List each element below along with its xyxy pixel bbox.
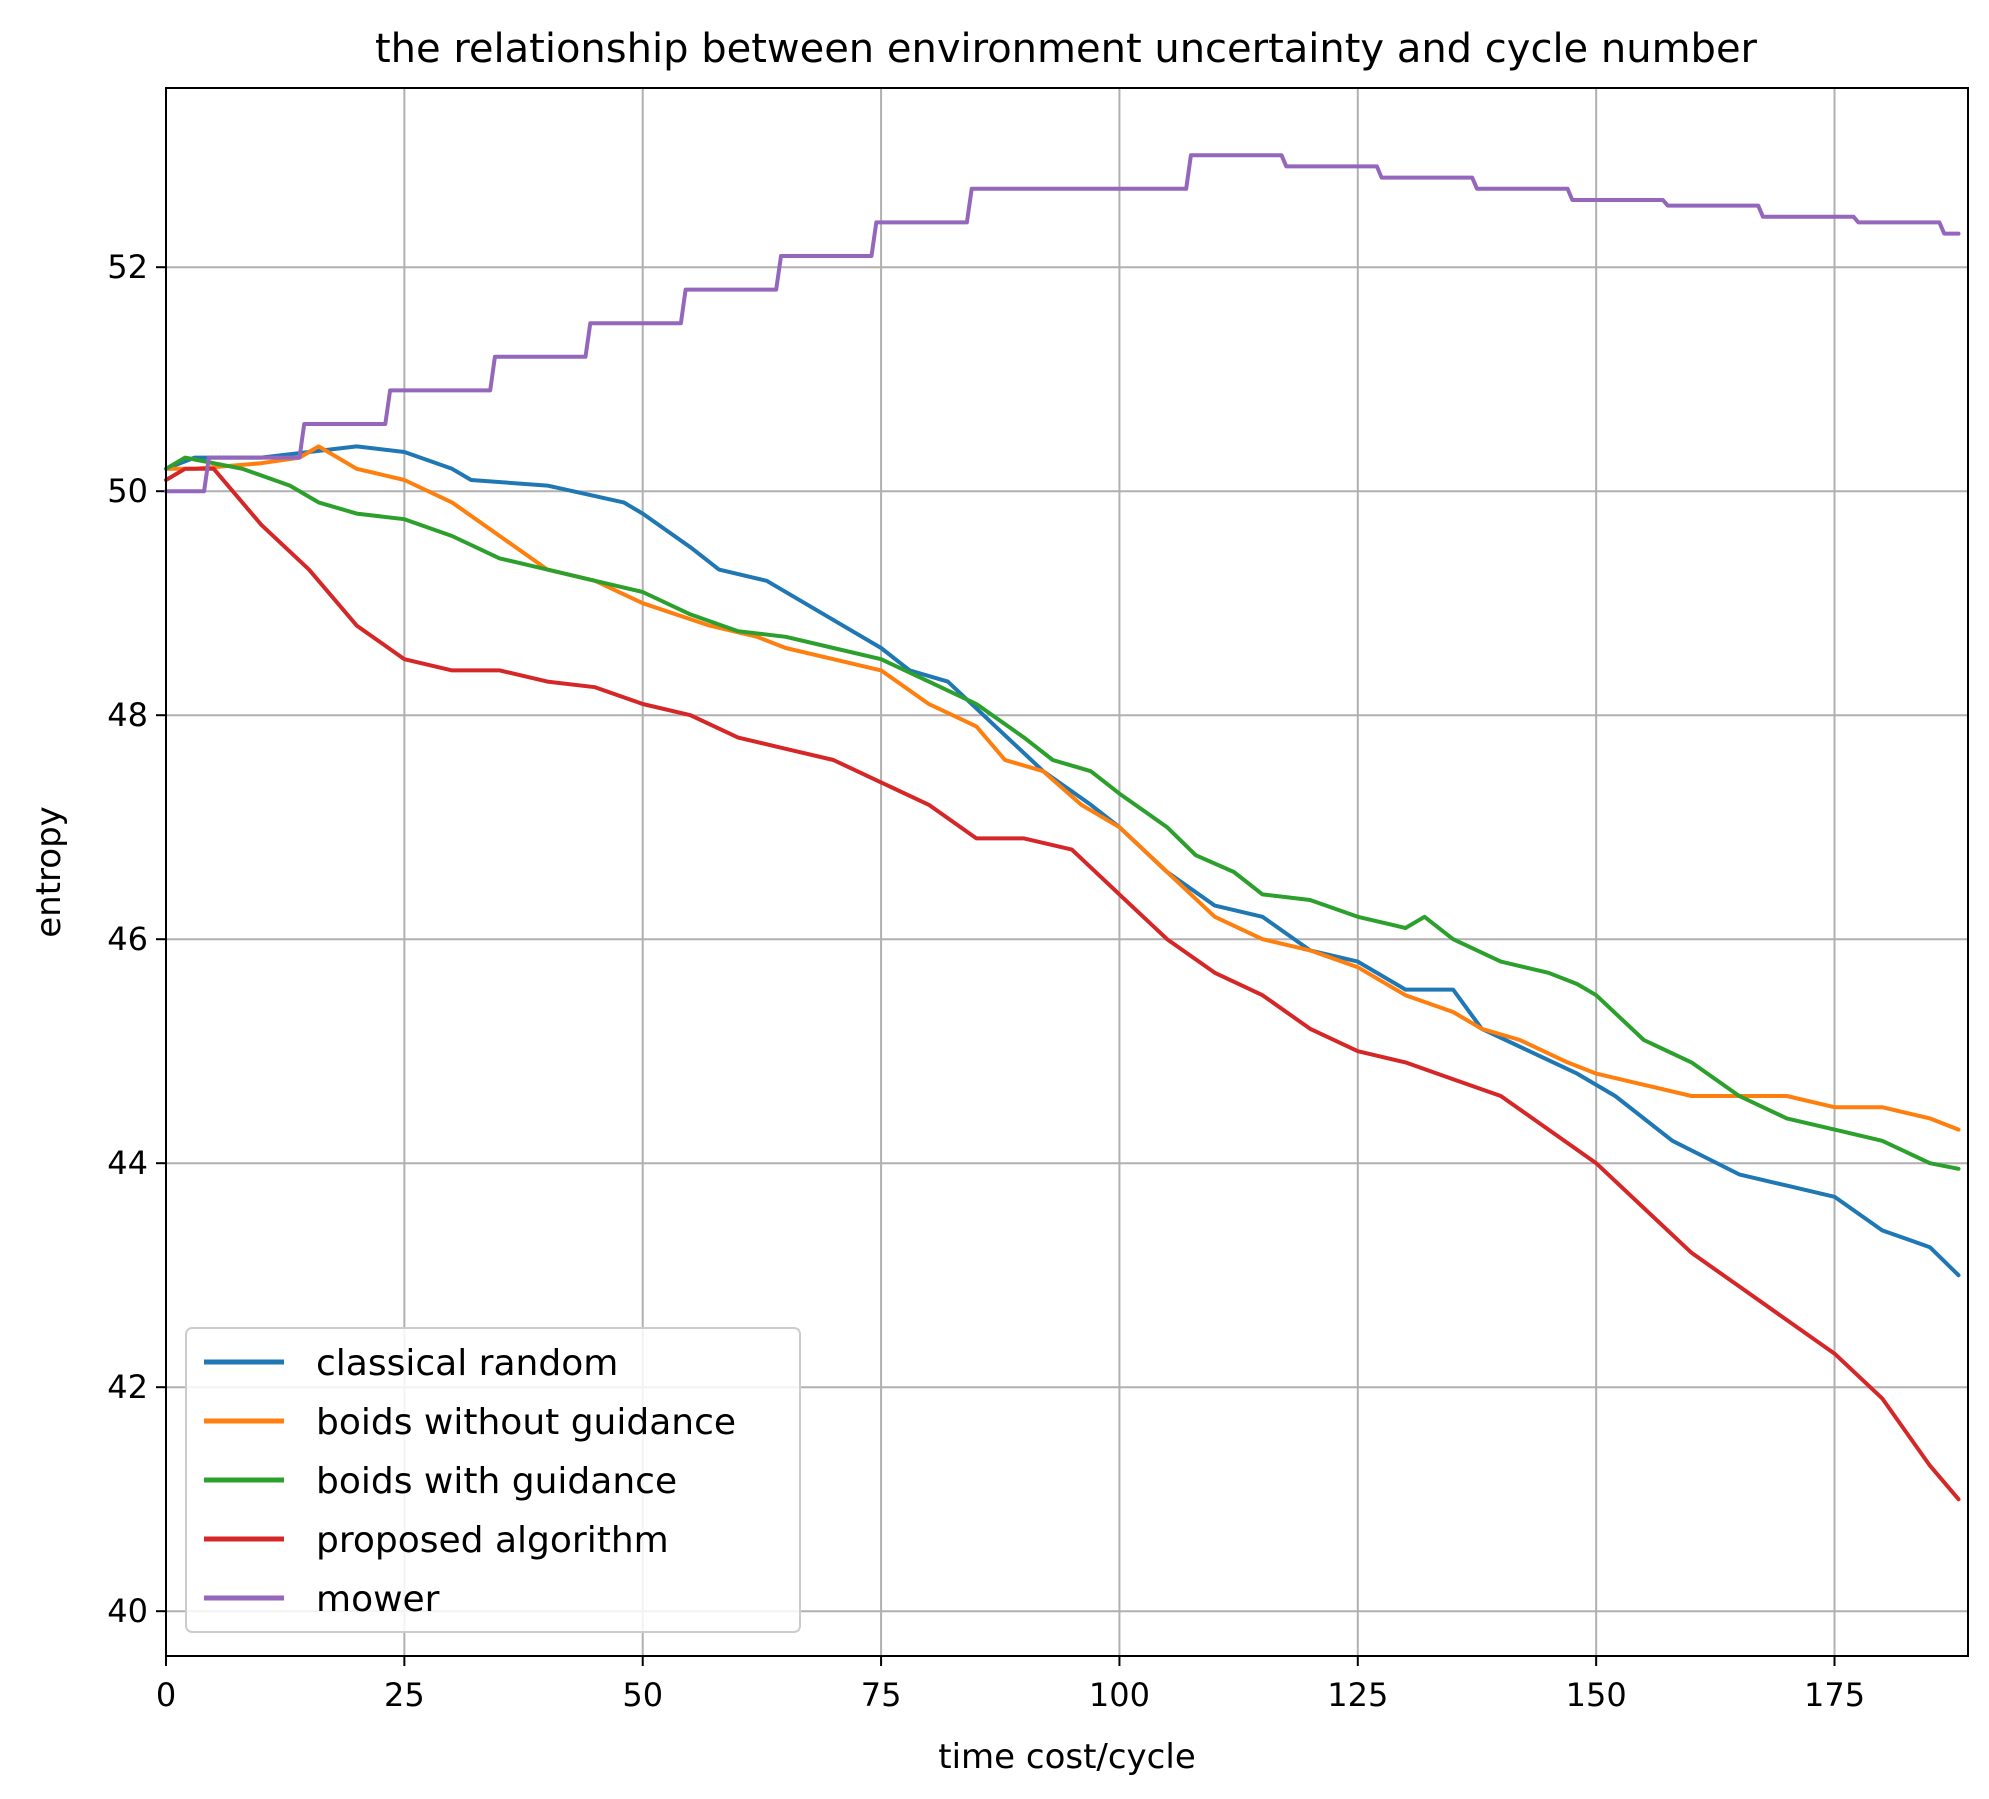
- series-line-boids-without-guidance: [164, 444, 1961, 1132]
- x-tick-label: 150: [1566, 1676, 1627, 1714]
- x-tick-label: 25: [384, 1676, 425, 1714]
- series-line-proposed-algorithm: [164, 466, 1961, 1502]
- x-tick-label: 175: [1804, 1676, 1865, 1714]
- series-line-classical-random: [164, 444, 1961, 1278]
- x-tick-label: 50: [622, 1676, 663, 1714]
- legend-label-boids-with-guidance: boids with guidance: [316, 1461, 677, 1502]
- x-axis-label: time cost/cycle: [938, 1737, 1196, 1777]
- series-line-mower: [164, 153, 1961, 494]
- series-lines: [164, 153, 1961, 1502]
- grid-lines: [165, 88, 1968, 1656]
- x-tick-label: 0: [156, 1676, 176, 1714]
- y-tick-label: 44: [107, 1144, 148, 1182]
- legend-items: classical random boids without guidance bo…: [204, 1343, 736, 1620]
- legend-label-proposed-algorithm: proposed algorithm: [316, 1520, 669, 1561]
- x-tick-label: 125: [1327, 1676, 1388, 1714]
- series-line-boids-with-guidance: [164, 455, 1961, 1171]
- y-tick-label: 40: [107, 1592, 148, 1630]
- legend-label-boids-without-guidance: boids without guidance: [316, 1402, 736, 1443]
- y-tick-label: 42: [107, 1368, 148, 1406]
- x-tick-label: 100: [1089, 1676, 1150, 1714]
- x-tick-label: 75: [861, 1676, 902, 1714]
- axis-ticks: 0 25 50 75 100 125 150 175 40 42 44 46 48 50 52: [107, 248, 1865, 1714]
- legend-label-classical-random: classical random: [316, 1343, 618, 1384]
- y-tick-label: 52: [107, 248, 148, 286]
- y-tick-label: 48: [107, 696, 148, 734]
- legend: classical random boids without guidance bo…: [185, 1327, 801, 1633]
- y-tick-label: 46: [107, 920, 148, 958]
- chart-title: the relationship between environment unc…: [375, 26, 1758, 72]
- plot-area-frame: [165, 87, 1969, 1657]
- legend-label-mower: mower: [316, 1579, 440, 1620]
- y-axis-label: entropy: [29, 806, 69, 938]
- legend-box: [185, 1327, 801, 1633]
- y-tick-label: 50: [107, 472, 148, 510]
